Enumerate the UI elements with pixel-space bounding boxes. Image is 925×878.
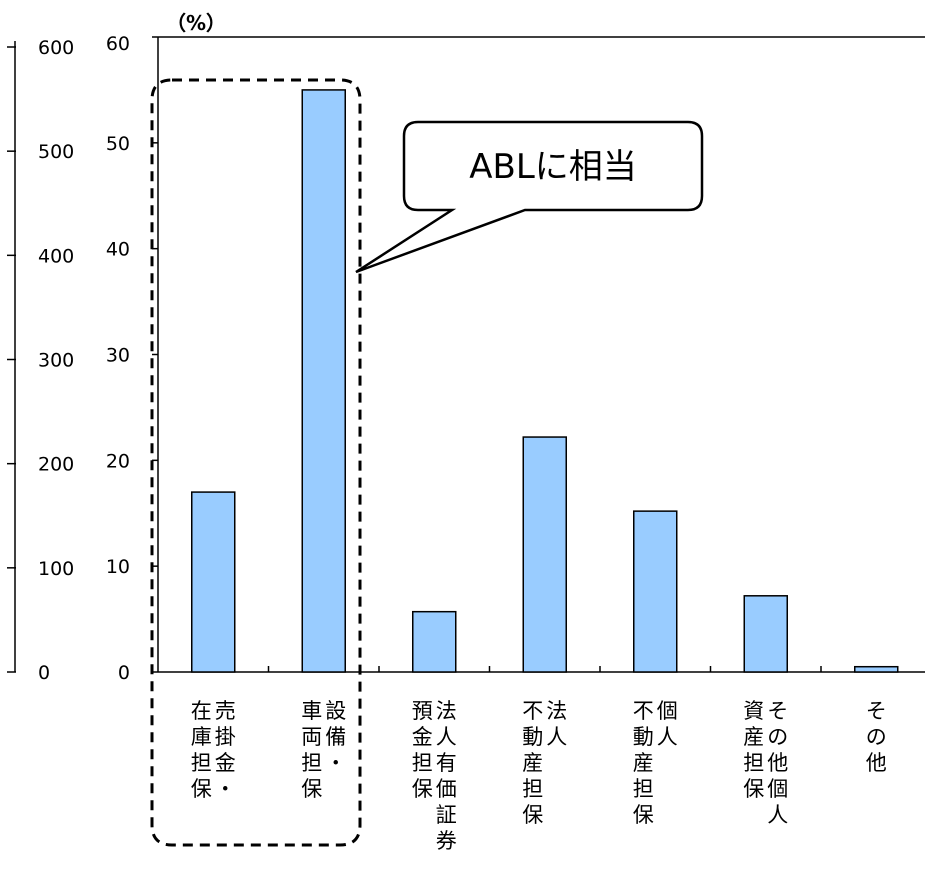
category-label-char: 動 <box>633 725 654 749</box>
abl-callout-text: ABLに相当 <box>469 147 637 187</box>
category-label-char: 個 <box>657 699 678 723</box>
abl-highlight-box <box>150 78 362 847</box>
category-label-char: 法 <box>546 699 567 723</box>
category-label-char: 保 <box>522 803 543 827</box>
category-label-char: 金 <box>215 751 236 775</box>
category-label-char: ・ <box>325 751 346 775</box>
unit-label: （%） <box>166 11 226 35</box>
category-label-char: 産 <box>633 751 654 775</box>
category-label-char: 不 <box>522 699 543 723</box>
plot-axes: 60 50 40 30 20 10 0 <box>106 33 925 684</box>
left-axis-tick-label: 300 <box>38 350 74 372</box>
category-label-char: 保 <box>743 777 764 801</box>
category-label-char: 掛 <box>215 725 236 749</box>
category-label-char: 他 <box>866 751 887 775</box>
category-label-char: 設 <box>325 699 346 723</box>
category-label-char: 担 <box>743 751 764 775</box>
left-axis-tick-label: 0 <box>38 662 50 684</box>
category-label-char: 金 <box>412 725 433 749</box>
category-label-char: 不 <box>633 699 654 723</box>
category-label-char: の <box>767 725 788 749</box>
y-axis-tick-label: 10 <box>106 556 130 578</box>
category-label-char: 人 <box>546 725 567 749</box>
abl-callout-bubble <box>355 120 704 274</box>
category-label-char: 人 <box>767 803 788 827</box>
category-label-char: 券 <box>436 829 457 853</box>
category-label-char: 在 <box>191 699 212 723</box>
category-label-char: 有 <box>436 751 457 775</box>
bars <box>191 89 899 673</box>
category-label-char: ・ <box>215 777 236 801</box>
y-axis-tick-label: 50 <box>106 133 130 155</box>
category-label-char: 売 <box>215 699 236 723</box>
category-label-char: 保 <box>301 777 322 801</box>
category-label-char: 保 <box>633 803 654 827</box>
bar <box>743 595 788 673</box>
category-label-char: 産 <box>743 725 764 749</box>
category-label-char: 担 <box>522 777 543 801</box>
category-label-char: 保 <box>412 777 433 801</box>
category-label-char: そ <box>767 699 788 723</box>
left-axis-tick-label: 500 <box>38 141 74 163</box>
left-axis-tick-label: 200 <box>38 454 74 476</box>
category-label-char: 車 <box>301 699 322 723</box>
y-axis-tick-label: 0 <box>118 662 130 684</box>
left-scale-axis: 600 500 400 300 200 100 0 <box>7 37 74 684</box>
abl-callout: ABLに相当 <box>355 120 704 274</box>
category-label-char: 法 <box>436 699 457 723</box>
category-labels: 売掛金・在庫担保設備・車両担保法人有価証券預金担保法人不動産担保個人不動産担保そ… <box>191 699 887 853</box>
bar <box>854 665 899 673</box>
left-axis-tick-label: 100 <box>38 558 74 580</box>
category-label-char: 人 <box>657 725 678 749</box>
category-label-char: そ <box>866 699 887 723</box>
category-label-char: 担 <box>412 751 433 775</box>
bar <box>301 89 346 673</box>
category-label-char: 担 <box>191 751 212 775</box>
category-label-char: 人 <box>436 725 457 749</box>
category-label-char: の <box>866 725 887 749</box>
category-label-char: 庫 <box>191 725 212 749</box>
category-label-char: 保 <box>191 777 212 801</box>
y-axis-tick-label: 40 <box>106 239 130 261</box>
y-axis-tick-label: 60 <box>106 33 130 55</box>
bar <box>522 436 567 673</box>
left-axis-tick-label: 600 <box>38 37 74 59</box>
category-label-char: 価 <box>436 777 457 801</box>
category-label-char: 個 <box>767 777 788 801</box>
y-axis-tick-label: 30 <box>106 345 130 367</box>
category-label-char: 証 <box>436 803 457 827</box>
category-label-char: 備 <box>325 725 346 749</box>
category-label-char: 動 <box>522 725 543 749</box>
category-label-char: 担 <box>301 751 322 775</box>
bar <box>412 610 457 673</box>
category-label-char: 担 <box>633 777 654 801</box>
category-label-char: 産 <box>522 751 543 775</box>
bar <box>191 491 236 673</box>
category-label-char: 預 <box>412 699 433 723</box>
category-label-char: 両 <box>301 725 322 749</box>
bar <box>633 510 678 673</box>
category-label-char: 他 <box>767 751 788 775</box>
category-label-char: 資 <box>743 699 764 723</box>
left-axis-tick-label: 400 <box>38 245 74 267</box>
y-axis-tick-label: 20 <box>106 450 130 472</box>
